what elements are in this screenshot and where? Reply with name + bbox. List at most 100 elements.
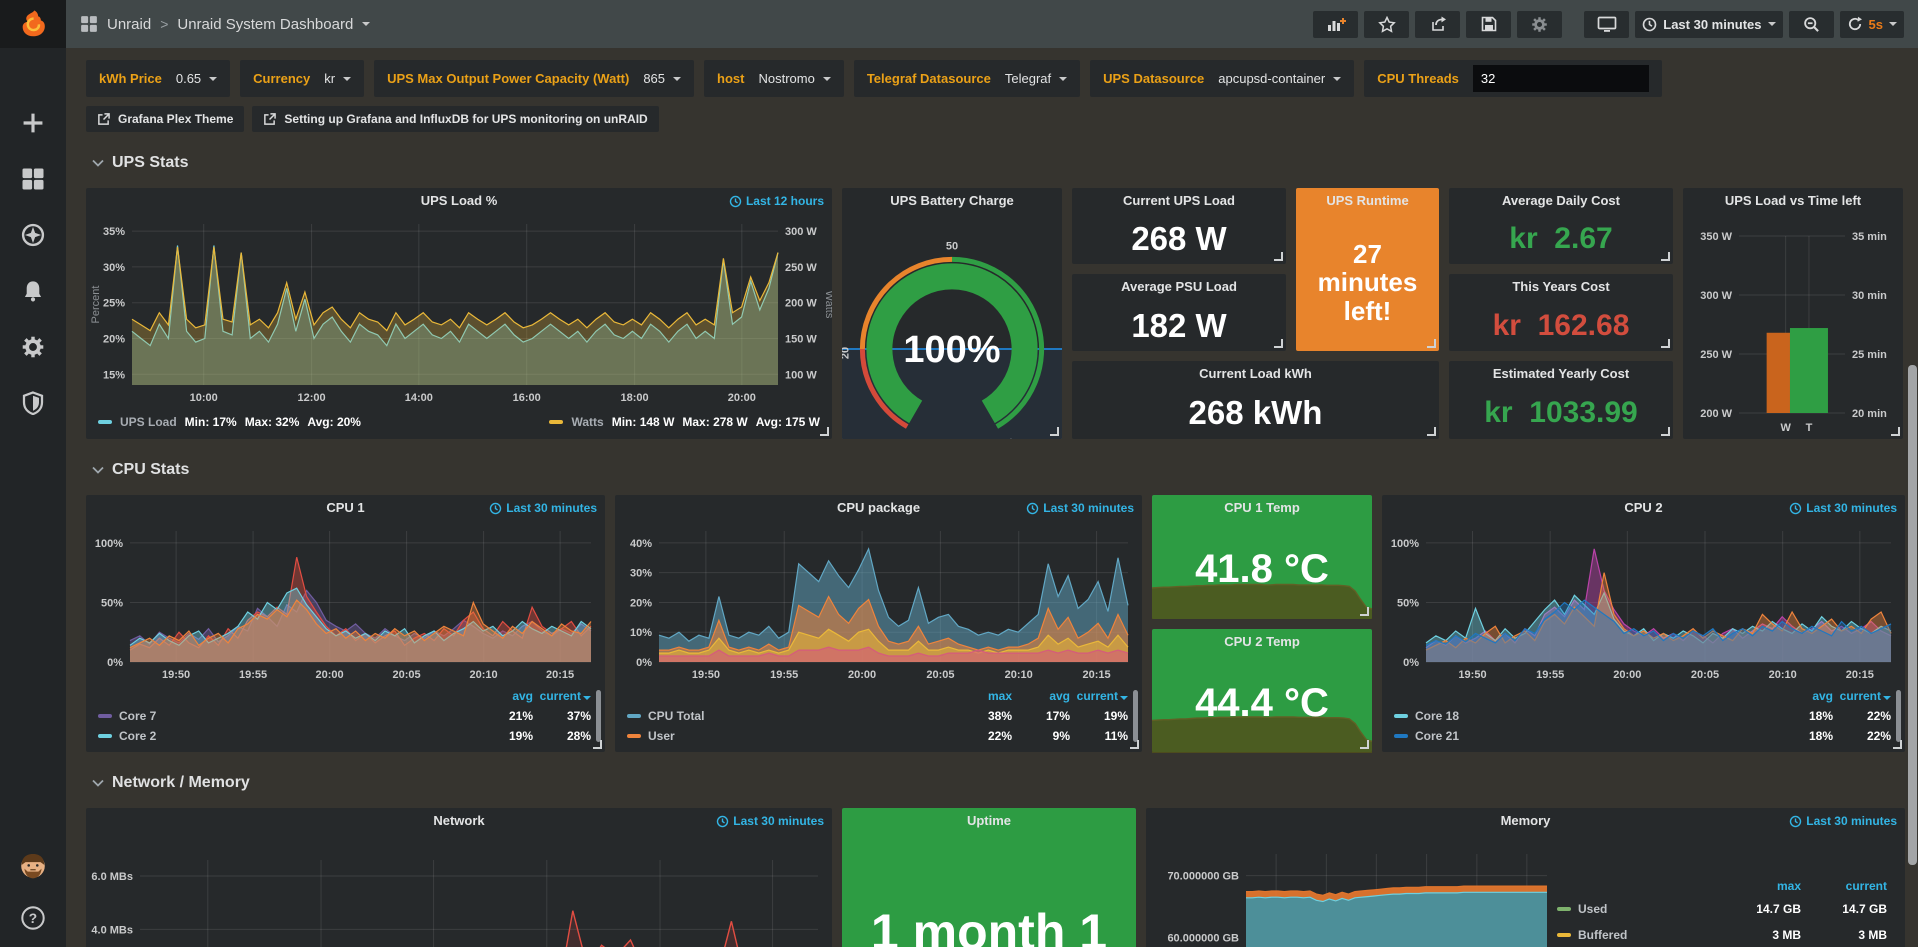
star-button[interactable] (1364, 10, 1410, 38)
cycle-view-monitor-button[interactable] (1584, 10, 1630, 38)
panel-resize-handle[interactable] (1274, 339, 1283, 348)
panel-title[interactable]: Current Load kWh (1199, 366, 1312, 381)
panel-resize-handle[interactable] (820, 427, 829, 436)
apps-grid-icon[interactable] (80, 15, 98, 33)
panel-title[interactable]: UPS Load vs Time left (1724, 193, 1862, 208)
panel-title[interactable]: CPU package (836, 500, 921, 515)
link-grafana-plex-theme[interactable]: Grafana Plex Theme (86, 106, 245, 132)
panel-resize-handle[interactable] (1661, 252, 1670, 261)
panel-title[interactable]: Average PSU Load (1121, 279, 1237, 294)
panel-time-override[interactable]: Last 12 hours (729, 188, 824, 214)
panel-resize-handle[interactable] (1360, 740, 1369, 749)
panel-title[interactable]: UPS Battery Charge (890, 193, 1014, 208)
link-ups-monitoring-guide[interactable]: Setting up Grafana and InfluxDB for UPS … (252, 106, 659, 132)
panel-time-override[interactable]: Last 30 minutes (489, 495, 597, 521)
variable-host[interactable]: host Nostromo (704, 60, 844, 97)
variable-ups-max-output[interactable]: UPS Max Output Power Capacity (Watt) 865 (374, 60, 695, 97)
legend-header-max[interactable]: max (1776, 879, 1801, 893)
page-scrollbar[interactable] (1908, 365, 1917, 865)
legend-header-max[interactable]: max (987, 689, 1012, 703)
panel-title[interactable]: UPS Load % (420, 193, 498, 208)
zoom-out-button[interactable] (1788, 10, 1834, 38)
dashboard-title[interactable]: Unraid System Dashboard (177, 15, 354, 33)
refresh-picker[interactable]: 5s (1839, 10, 1904, 38)
panel-title[interactable]: Estimated Yearly Cost (1492, 366, 1630, 381)
save-button[interactable] (1466, 10, 1512, 38)
cpu2-chart[interactable]: 19:50 19:55 20:00 20:05 20:10 20:15 0% 50% 100% (1382, 521, 1905, 686)
server-admin-shield-icon[interactable] (13, 388, 53, 418)
legend-header-current[interactable]: current (1070, 689, 1128, 703)
panel-title[interactable]: This Years Cost (1512, 279, 1610, 294)
panel-title[interactable]: Current UPS Load (1123, 193, 1235, 208)
panel-resize-handle[interactable] (1893, 740, 1902, 749)
legend-series-name[interactable]: UPS Load (120, 415, 177, 429)
panel-time-override[interactable]: Last 30 minutes (1026, 495, 1134, 521)
variable-kwh-price[interactable]: kWh Price 0.65 (86, 60, 231, 97)
explore-compass-icon[interactable] (13, 220, 53, 250)
panel-resize-handle[interactable] (1274, 252, 1283, 261)
panel-title[interactable]: UPS Runtime (1326, 193, 1409, 208)
panel-title[interactable]: Network (433, 813, 485, 828)
panel-time-override[interactable]: Last 30 minutes (1789, 495, 1897, 521)
panel-resize-handle[interactable] (1360, 606, 1369, 616)
configuration-gear-icon[interactable] (13, 332, 53, 362)
share-button[interactable] (1415, 10, 1461, 38)
panel-resize-handle[interactable] (593, 740, 602, 749)
section-cpu-stats[interactable]: CPU Stats (92, 457, 1905, 483)
variable-telegraf-datasource[interactable]: Telegraf Datasource Telegraf (853, 60, 1081, 97)
legend-header-avg[interactable]: avg (1812, 689, 1833, 703)
variable-currency[interactable]: Currency kr (240, 60, 365, 97)
section-network-memory[interactable]: Network / Memory (92, 770, 1905, 796)
panel-title[interactable]: CPU 2 (1624, 500, 1663, 515)
panel-title[interactable]: CPU 1 Temp (1224, 500, 1300, 515)
legend-header-current[interactable]: current (1833, 689, 1891, 703)
legend-scrollbar[interactable] (1133, 690, 1138, 742)
legend-series-name[interactable]: Watts (571, 415, 604, 429)
panel-title[interactable]: CPU 2 Temp (1224, 633, 1300, 649)
grafana-logo[interactable] (0, 0, 66, 48)
panel-resize-handle[interactable] (1891, 427, 1900, 436)
alerting-bell-icon[interactable] (13, 276, 53, 306)
panel-resize-handle[interactable] (1427, 427, 1436, 436)
ups-load-chart[interactable]: 10:00 12:00 14:00 16:00 18:00 20:00 15% 20% 25% 3… (86, 214, 832, 409)
legend-header-current[interactable]: current (1845, 879, 1887, 893)
legend-scrollbar[interactable] (1896, 690, 1901, 742)
user-avatar[interactable] (13, 851, 53, 881)
breadcrumb-folder[interactable]: Unraid (107, 15, 152, 33)
help-question-icon[interactable]: ? (13, 903, 53, 933)
dashboard-settings-gear-icon[interactable] (1517, 10, 1563, 38)
panel-resize-handle[interactable] (1050, 427, 1059, 436)
panel-resize-handle[interactable] (1661, 339, 1670, 348)
variable-value[interactable]: kr (324, 71, 336, 86)
legend-header-avg[interactable]: avg (512, 689, 533, 703)
add-panel-button[interactable] (1313, 10, 1359, 38)
memory-chart[interactable]: 19:5019:5520:0020:0520:1020:1550.000000 … (1146, 834, 1557, 947)
panel-title[interactable]: Average Daily Cost (1501, 193, 1620, 208)
variable-ups-datasource[interactable]: UPS Datasource apcupsd-container (1090, 60, 1355, 97)
dashboard-title-caret-icon[interactable] (362, 22, 371, 26)
panel-title[interactable]: Memory (1500, 813, 1551, 828)
legend-scrollbar[interactable] (596, 690, 601, 742)
variable-value[interactable]: 865 (643, 71, 666, 86)
panel-resize-handle[interactable] (1427, 339, 1436, 348)
cpu1-chart[interactable]: 19:50 19:55 20:00 20:05 20:10 20:15 0% 50% 100% (86, 521, 605, 686)
panel-time-override[interactable]: Last 30 minutes (1789, 808, 1897, 834)
panel-title[interactable]: Uptime (966, 813, 1012, 828)
legend-header-avg[interactable]: avg (1049, 689, 1070, 703)
create-plus-icon[interactable] (13, 108, 53, 138)
variable-value[interactable]: apcupsd-container (1218, 71, 1326, 86)
panel-title[interactable]: CPU 1 (326, 500, 365, 515)
legend-header-current[interactable]: current (533, 689, 591, 703)
panel-time-override[interactable]: Last 30 minutes (716, 808, 824, 834)
panel-resize-handle[interactable] (1130, 740, 1139, 749)
cpu-package-chart[interactable]: 19:50 19:55 20:00 20:05 20:10 20:15 0% 10% 20% 30… (615, 521, 1142, 686)
cpu-threads-input[interactable] (1472, 65, 1649, 92)
variable-value[interactable]: Nostromo (758, 71, 815, 86)
time-range-picker[interactable]: Last 30 minutes (1635, 10, 1783, 38)
variable-value[interactable]: 0.65 (175, 71, 202, 86)
dashboards-icon[interactable] (13, 164, 53, 194)
section-ups-stats[interactable]: UPS Stats (92, 150, 1905, 176)
panel-resize-handle[interactable] (1661, 427, 1670, 436)
variable-value[interactable]: Telegraf (1004, 71, 1052, 86)
